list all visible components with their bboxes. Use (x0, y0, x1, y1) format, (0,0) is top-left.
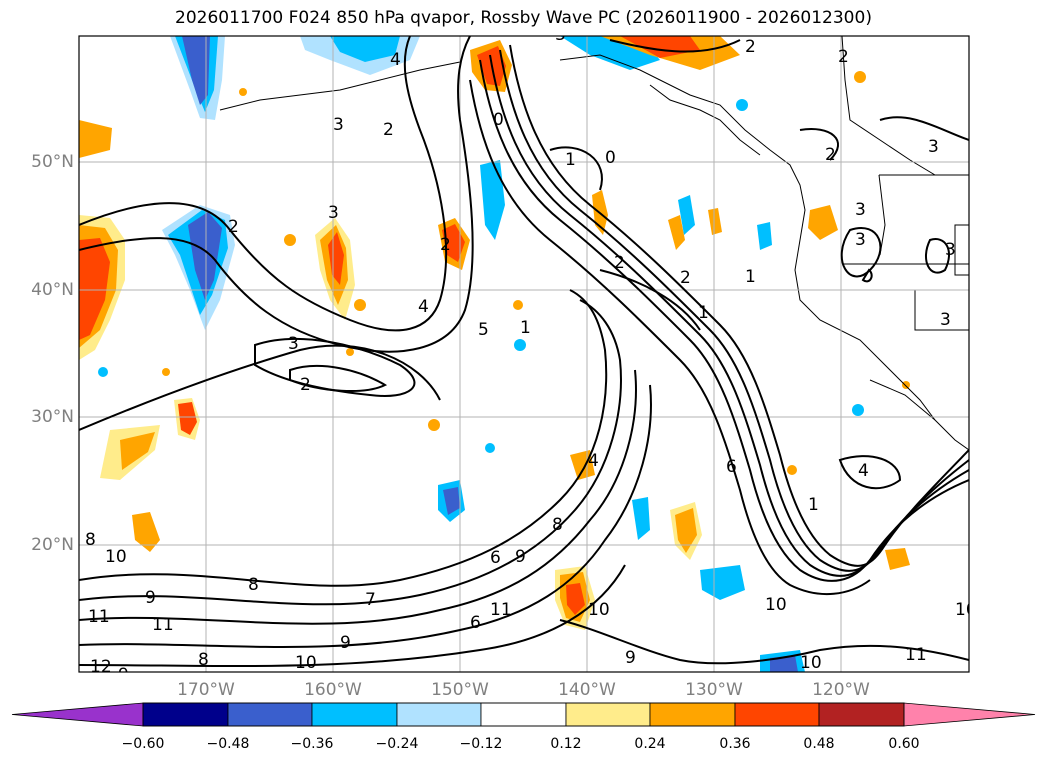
contour-label: 3 (945, 240, 956, 260)
colorbar-tick: −0.12 (459, 736, 503, 752)
contour-label: 10 (105, 547, 127, 567)
colorbar-segment (11, 702, 144, 727)
lon-label: 170°W (177, 680, 235, 700)
contour-label: 11 (88, 607, 110, 627)
colorbar-tick: −0.48 (206, 736, 250, 752)
colorbar (11, 702, 1036, 727)
contour-label: 6 (470, 613, 481, 633)
colorbar-tick: −0.36 (290, 736, 334, 752)
contour-label: 10 (765, 595, 787, 615)
contour-label: 2 (680, 268, 691, 288)
contour-label: 9 (515, 547, 526, 567)
contour-label: 10 (295, 653, 317, 673)
shaded-anomalies (79, 36, 910, 672)
contour-label: 4 (588, 451, 599, 471)
contour-label: 5 (478, 320, 489, 340)
lon-label: 120°W (812, 680, 870, 700)
plot-frame (78, 35, 970, 673)
colorbar-segment (734, 702, 820, 727)
contour-label: 3 (928, 137, 939, 157)
colorbar-segment (818, 702, 905, 727)
lon-label: 160°W (304, 680, 362, 700)
contour-label: 1 (520, 318, 531, 338)
colorbar-segment (142, 702, 229, 727)
colorbar-tick: −0.60 (121, 736, 165, 752)
contour-label: 7 (365, 590, 376, 610)
lat-label: 50°N (31, 152, 74, 172)
plot-area (79, 36, 969, 672)
contour-label: 10 (955, 600, 977, 620)
contour-label: 6 (726, 457, 737, 477)
contour-label: 3 (940, 310, 951, 330)
contour-label: 4 (390, 50, 401, 70)
colorbar-tick: 0.60 (888, 736, 920, 752)
contour-label: 8 (85, 530, 96, 550)
colorbar-segment (565, 702, 651, 727)
lon-label: 130°W (685, 680, 743, 700)
lon-label: 140°W (558, 680, 616, 700)
contour-label: 12 (90, 657, 112, 677)
colorbar-tick: 0.12 (550, 736, 582, 752)
coastlines (219, 36, 969, 451)
contour-label: 2 (825, 145, 836, 165)
contour-label: 11 (490, 600, 512, 620)
lat-label: 30°N (31, 407, 74, 427)
lon-label: 150°W (431, 680, 489, 700)
contour-label: 8 (198, 650, 209, 670)
graticule (79, 36, 969, 672)
colorbar-tick: −0.24 (375, 736, 419, 752)
contour-label: 9 (145, 588, 156, 608)
contour-label: 11 (905, 645, 927, 665)
contour-label: 11 (152, 615, 174, 635)
colorbar-tick: 0.36 (719, 736, 751, 752)
contour-label: 3 (333, 115, 344, 135)
colorbar-segment (649, 702, 736, 727)
colorbar-segment (480, 702, 567, 727)
lat-label: 20°N (31, 535, 74, 555)
contour-label: 4 (858, 461, 869, 481)
contour-label: 1 (698, 303, 709, 323)
contour-lines (79, 36, 969, 668)
contour-label: 8 (248, 575, 259, 595)
contour-label: 3 (288, 334, 299, 354)
contour-label: 1 (808, 495, 819, 515)
map-title: 2026011700 F024 850 hPa qvapor, Rossby W… (175, 8, 872, 28)
contour-label: 0 (493, 110, 504, 130)
contour-label: 1 (565, 150, 576, 170)
contour-label: 3 (855, 230, 866, 250)
contour-label: 9 (340, 633, 351, 653)
contour-label: 2 (614, 253, 625, 273)
contour-label: 3 (328, 203, 339, 223)
colorbar-segment (311, 702, 398, 727)
contour-label: 10 (588, 600, 610, 620)
colorbar-tick: 0.24 (634, 736, 666, 752)
contour-label: 1 (745, 267, 756, 287)
contour-label: 3 (555, 25, 566, 45)
contour-label: 9 (625, 648, 636, 668)
lat-label: 40°N (31, 280, 74, 300)
contour-label: 2 (300, 375, 311, 395)
contour-label: 3 (855, 200, 866, 220)
contour-label: 4 (418, 297, 429, 317)
colorbar-tick: 0.48 (803, 736, 835, 752)
contour-label: 2 (440, 235, 451, 255)
contour-label: 2 (838, 47, 849, 67)
colorbar-segment (396, 702, 482, 727)
contour-label: 10 (800, 653, 822, 673)
contour-label: 6 (490, 548, 501, 568)
contour-label: 8 (552, 515, 563, 535)
contour-labels: 2 2 3 3 2 3 1 0 0 2 2 4 3 2 1 2 3 5 4 3 … (85, 25, 977, 685)
contour-label: 9 (118, 665, 129, 685)
contour-label: 2 (745, 37, 756, 57)
colorbar-segment (227, 702, 313, 727)
colorbar-segment (903, 702, 1036, 727)
contour-label: 0 (605, 148, 616, 168)
contour-label: 2 (228, 217, 239, 237)
contour-label: 2 (383, 120, 394, 140)
